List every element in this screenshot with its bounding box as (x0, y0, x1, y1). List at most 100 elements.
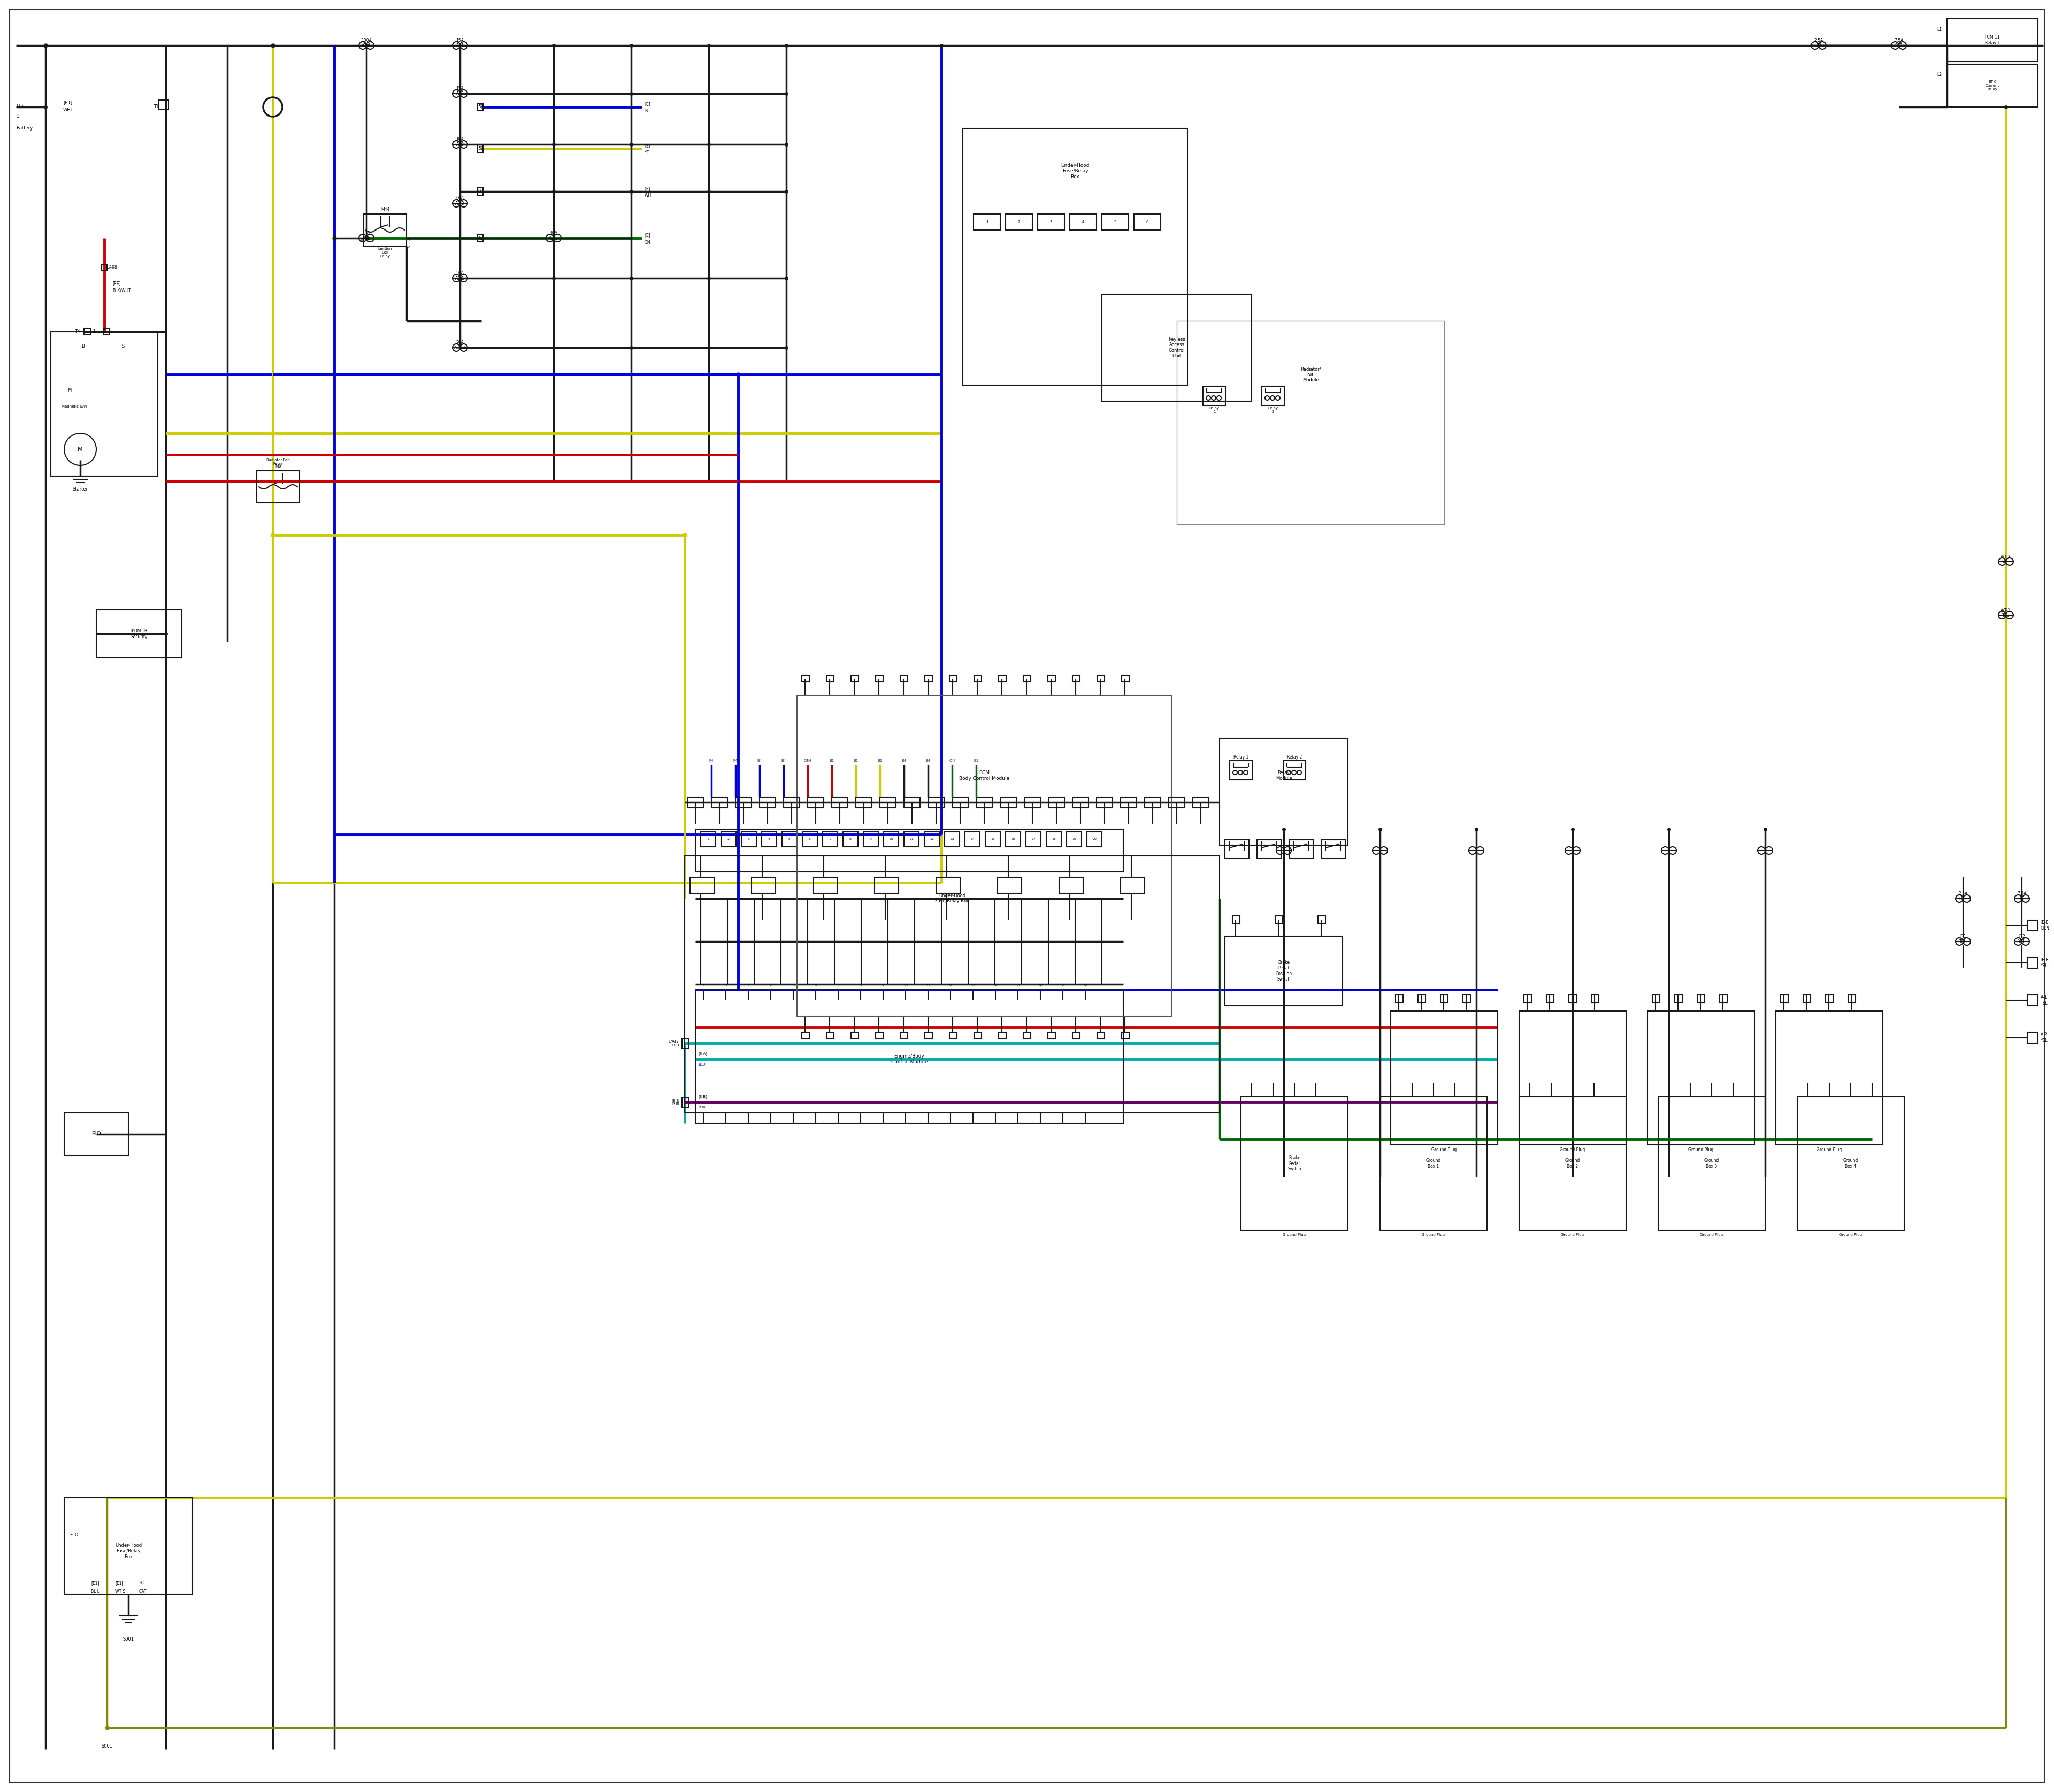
Text: 8: 8 (861, 984, 863, 987)
Bar (1290, 840, 1313, 858)
Text: 12: 12 (949, 984, 953, 987)
Bar (998, 1032, 1006, 1039)
Bar (1101, 294, 1251, 401)
Text: 11: 11 (926, 984, 930, 987)
Text: 3: 3 (748, 984, 750, 987)
Bar (1048, 1032, 1056, 1039)
Bar (826, 676, 834, 681)
Text: IE-B
YEL: IE-B YEL (2040, 957, 2048, 968)
Bar (1319, 916, 1325, 923)
Text: Battery: Battery (16, 125, 33, 131)
Text: 1: 1 (986, 220, 988, 224)
Text: B4: B4 (926, 760, 930, 762)
Text: C408: C408 (107, 265, 117, 271)
Bar (257, 471, 300, 504)
Text: S001: S001 (123, 1636, 134, 1641)
Bar (696, 830, 1124, 873)
Bar (1025, 831, 1041, 848)
Text: 5: 5 (793, 984, 795, 987)
Bar (976, 797, 992, 808)
Bar (1524, 995, 1532, 1002)
Text: 20A
A2-11: 20A A2-11 (454, 340, 466, 351)
Bar (1072, 1032, 1080, 1039)
Text: Ground
Box 1: Ground Box 1 (1425, 1158, 1442, 1168)
Bar (824, 831, 838, 848)
Bar (682, 1098, 688, 1107)
Bar (1006, 213, 1033, 229)
Text: 59: 59 (479, 147, 483, 151)
Bar (900, 1032, 908, 1039)
Text: 5: 5 (1113, 220, 1117, 224)
Bar (842, 831, 859, 848)
Bar (879, 797, 896, 808)
Bar (904, 797, 920, 808)
Bar (1947, 65, 2038, 108)
Text: 20: 20 (1093, 839, 1097, 840)
Bar (986, 831, 1000, 848)
Text: 4: 4 (1082, 220, 1085, 224)
Bar (974, 676, 982, 681)
Bar (721, 831, 735, 848)
Text: 10A
A29: 10A A29 (456, 136, 464, 147)
Text: 15: 15 (990, 839, 994, 840)
Bar (1220, 738, 1347, 846)
Bar (741, 831, 756, 848)
Bar (963, 129, 1187, 385)
Text: YE: YE (645, 151, 649, 156)
Text: [E1]: [E1] (90, 1581, 99, 1586)
Text: 14: 14 (994, 984, 998, 987)
Bar (924, 1032, 933, 1039)
Text: WH: WH (645, 194, 651, 199)
Bar (924, 831, 939, 848)
Text: IPDM-TR
Security: IPDM-TR Security (131, 629, 148, 640)
Bar (1547, 995, 1555, 1002)
Text: Under-Hood
Fuse/Relay
Box: Under-Hood Fuse/Relay Box (115, 1543, 142, 1559)
Text: 16: 16 (1039, 984, 1043, 987)
Text: 4: 4 (407, 238, 411, 242)
Bar (1066, 831, 1082, 848)
Text: A-2
YEL: A-2 YEL (2040, 1032, 2048, 1043)
Text: 6: 6 (809, 839, 811, 840)
Text: C/AT7
BLU: C/AT7 BLU (668, 1039, 680, 1047)
Bar (84, 328, 90, 335)
Text: C4J: C4J (949, 760, 955, 762)
Bar (1257, 840, 1282, 858)
Bar (2027, 957, 2038, 968)
Bar (1520, 1097, 1627, 1231)
Text: 15A
A22: 15A A22 (456, 86, 464, 97)
Bar (2027, 919, 2038, 930)
Bar (801, 1032, 809, 1039)
Text: 2: 2 (407, 246, 411, 249)
Text: 2.5A
B22: 2.5A B22 (1957, 891, 1968, 901)
Text: BL: BL (645, 109, 649, 113)
Bar (998, 676, 1006, 681)
Bar (1592, 995, 1598, 1002)
Text: 4: 4 (768, 839, 770, 840)
Text: Ignition
Coil
Relay: Ignition Coil Relay (378, 247, 392, 258)
Bar (1651, 995, 1660, 1002)
Text: Ground Plug: Ground Plug (1701, 1233, 1723, 1236)
Bar (364, 213, 407, 246)
Text: 17: 17 (1060, 984, 1064, 987)
Text: 1: 1 (359, 246, 364, 249)
Text: A/T-1
TEL: A/T-1 TEL (2001, 607, 2011, 618)
Text: 2: 2 (1019, 220, 1021, 224)
Bar (1045, 831, 1062, 848)
Bar (832, 797, 848, 808)
Bar (101, 263, 107, 271)
Text: Ground Plug: Ground Plug (1561, 1233, 1584, 1236)
Text: 15A
A21: 15A A21 (456, 38, 464, 48)
Bar (875, 1032, 883, 1039)
Bar (760, 797, 776, 808)
Text: BLU: BLU (698, 1063, 705, 1066)
Text: 1: 1 (702, 984, 705, 987)
Text: ELD: ELD (92, 1131, 101, 1136)
Text: 1: 1 (16, 115, 18, 118)
Bar (688, 797, 702, 808)
Bar (1169, 797, 1185, 808)
Bar (1087, 831, 1101, 848)
Bar (1230, 760, 1253, 780)
Text: 18: 18 (1082, 984, 1087, 987)
Bar (479, 188, 483, 195)
Bar (696, 989, 1124, 1124)
